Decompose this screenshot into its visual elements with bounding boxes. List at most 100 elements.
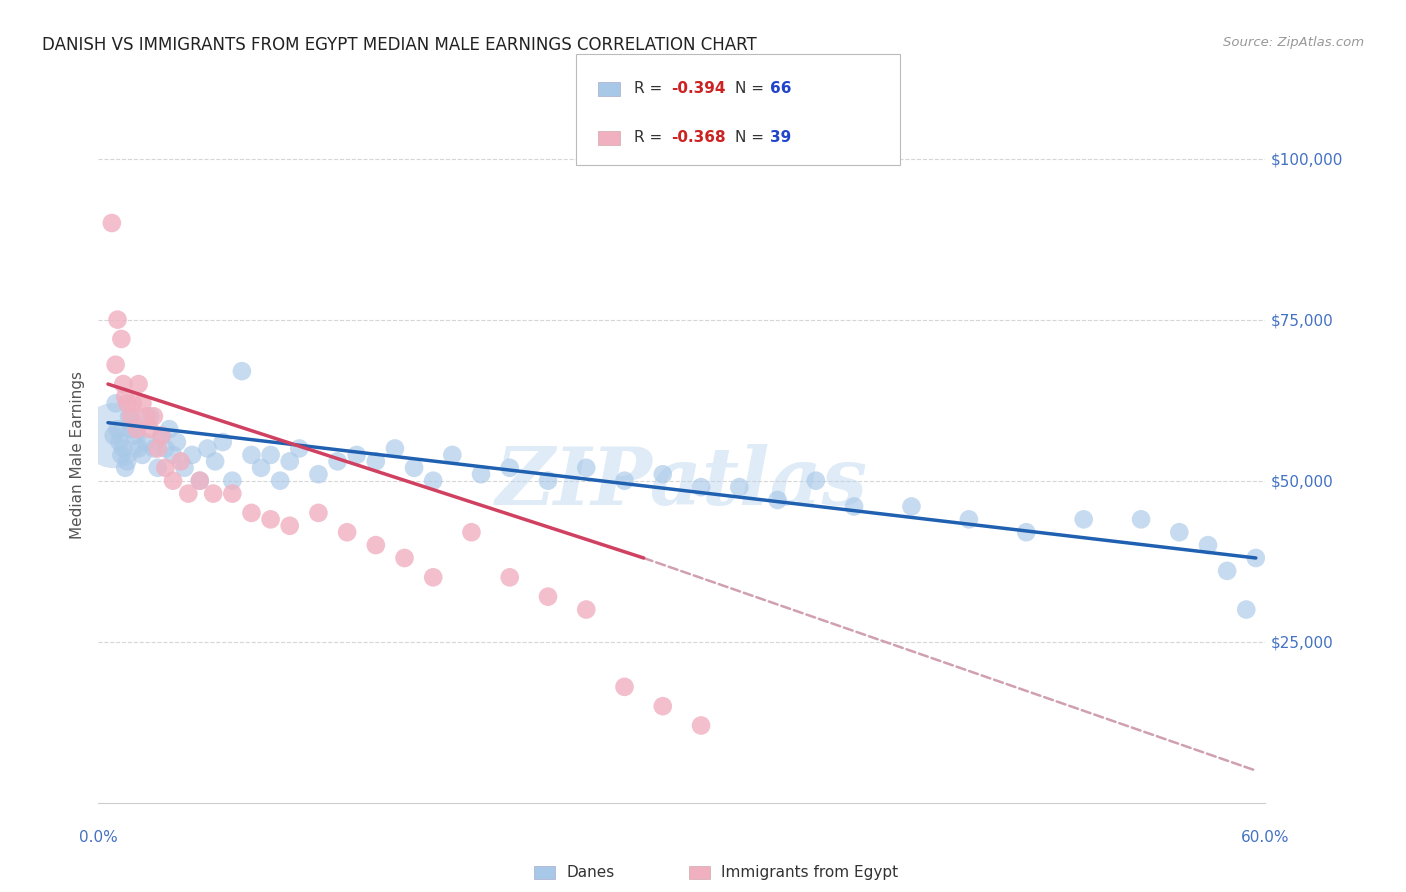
Text: Source: ZipAtlas.com: Source: ZipAtlas.com <box>1223 36 1364 49</box>
Point <box>441 448 464 462</box>
Point <box>120 409 142 424</box>
Point <box>188 474 211 488</box>
Point <box>114 460 136 475</box>
Point <box>690 718 713 732</box>
Point <box>575 602 598 616</box>
Text: Immigrants from Egypt: Immigrants from Egypt <box>721 865 898 880</box>
Point <box>404 460 426 475</box>
Point <box>146 460 169 475</box>
Point <box>842 500 865 514</box>
Y-axis label: Median Male Earnings: Median Male Earnings <box>70 371 86 539</box>
Point <box>613 474 636 488</box>
Point <box>103 428 125 442</box>
Point <box>259 448 281 462</box>
Point <box>221 486 243 500</box>
Point <box>142 409 165 424</box>
Point <box>1015 525 1038 540</box>
Point <box>118 409 141 424</box>
Point <box>240 506 263 520</box>
Point <box>422 474 444 488</box>
Point <box>131 448 153 462</box>
Point <box>384 442 406 456</box>
Point <box>139 422 162 436</box>
Point <box>1073 512 1095 526</box>
Point <box>364 454 387 468</box>
Point <box>166 435 188 450</box>
Point <box>155 460 177 475</box>
Point <box>115 454 138 468</box>
Point <box>651 467 673 482</box>
Point <box>460 525 482 540</box>
Point <box>107 312 129 326</box>
Point <box>101 216 124 230</box>
Point <box>112 377 135 392</box>
Point <box>364 538 387 552</box>
Point <box>177 486 200 500</box>
Point <box>104 358 127 372</box>
Point <box>110 448 132 462</box>
Point <box>259 512 281 526</box>
Point <box>110 332 132 346</box>
Point <box>128 377 150 392</box>
Point <box>197 442 219 456</box>
Point <box>204 454 226 468</box>
Point <box>326 454 349 468</box>
Point <box>181 448 204 462</box>
Point <box>1168 525 1191 540</box>
Point <box>537 474 560 488</box>
Point <box>114 390 136 404</box>
Point <box>394 551 416 566</box>
Point <box>422 570 444 584</box>
Text: -0.368: -0.368 <box>671 130 725 145</box>
Point <box>288 442 311 456</box>
Point <box>346 448 368 462</box>
Point <box>470 467 492 482</box>
Text: 39: 39 <box>770 130 792 145</box>
Point <box>240 448 263 462</box>
Point <box>307 506 329 520</box>
Text: N =: N = <box>735 81 769 96</box>
Point <box>139 409 162 424</box>
Point <box>1130 512 1153 526</box>
Point <box>125 422 148 436</box>
Point <box>107 422 129 436</box>
Point <box>221 474 243 488</box>
Point <box>104 396 127 410</box>
Point <box>957 512 980 526</box>
Text: N =: N = <box>735 130 769 145</box>
Point <box>124 428 146 442</box>
Text: -0.394: -0.394 <box>671 81 725 96</box>
Point <box>135 435 157 450</box>
Point <box>202 486 225 500</box>
Point <box>120 422 142 436</box>
Point <box>336 525 359 540</box>
Point <box>1234 602 1257 616</box>
Point <box>250 460 273 475</box>
Point <box>155 442 177 456</box>
Point <box>150 428 173 442</box>
Text: ZIPatlas: ZIPatlas <box>496 444 868 522</box>
Point <box>537 590 560 604</box>
Text: R =: R = <box>634 130 668 145</box>
Point <box>103 428 125 442</box>
Text: 0.0%: 0.0% <box>79 830 118 845</box>
Point <box>135 409 157 424</box>
Point <box>499 570 522 584</box>
Point <box>108 435 131 450</box>
Text: 66: 66 <box>770 81 792 96</box>
Point <box>150 428 173 442</box>
Text: DANISH VS IMMIGRANTS FROM EGYPT MEDIAN MALE EARNINGS CORRELATION CHART: DANISH VS IMMIGRANTS FROM EGYPT MEDIAN M… <box>42 36 756 54</box>
Point <box>162 474 184 488</box>
Point <box>173 460 195 475</box>
Point <box>613 680 636 694</box>
Point <box>188 474 211 488</box>
Point <box>146 442 169 456</box>
Point <box>575 460 598 475</box>
Point <box>690 480 713 494</box>
Point <box>131 396 153 410</box>
Point <box>142 442 165 456</box>
Point <box>804 474 827 488</box>
Point <box>900 500 922 514</box>
Point <box>269 474 291 488</box>
Point <box>278 454 301 468</box>
